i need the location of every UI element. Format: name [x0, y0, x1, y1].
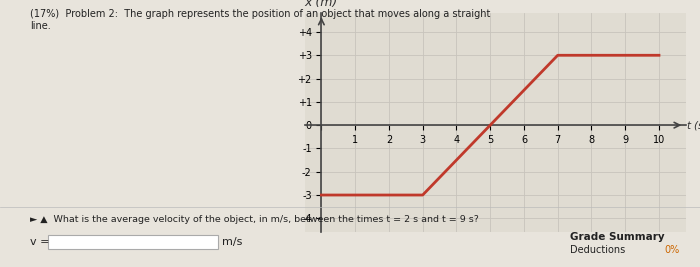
- Text: x (m): x (m): [304, 0, 338, 9]
- Text: $t$ (s): $t$ (s): [686, 119, 700, 132]
- Text: v =: v =: [30, 237, 50, 247]
- Text: Grade Summary: Grade Summary: [570, 232, 664, 242]
- FancyBboxPatch shape: [48, 235, 218, 249]
- Text: ► ▲  What is the average velocity of the object, in m/s, between the times t = 2: ► ▲ What is the average velocity of the …: [30, 215, 479, 224]
- Text: (17%)  Problem 2:  The graph represents the position of an object that moves alo: (17%) Problem 2: The graph represents th…: [30, 9, 491, 19]
- Text: 0%: 0%: [665, 245, 680, 255]
- Text: line.: line.: [30, 21, 50, 31]
- Text: Deductions: Deductions: [570, 245, 625, 255]
- Text: m/s: m/s: [222, 237, 242, 247]
